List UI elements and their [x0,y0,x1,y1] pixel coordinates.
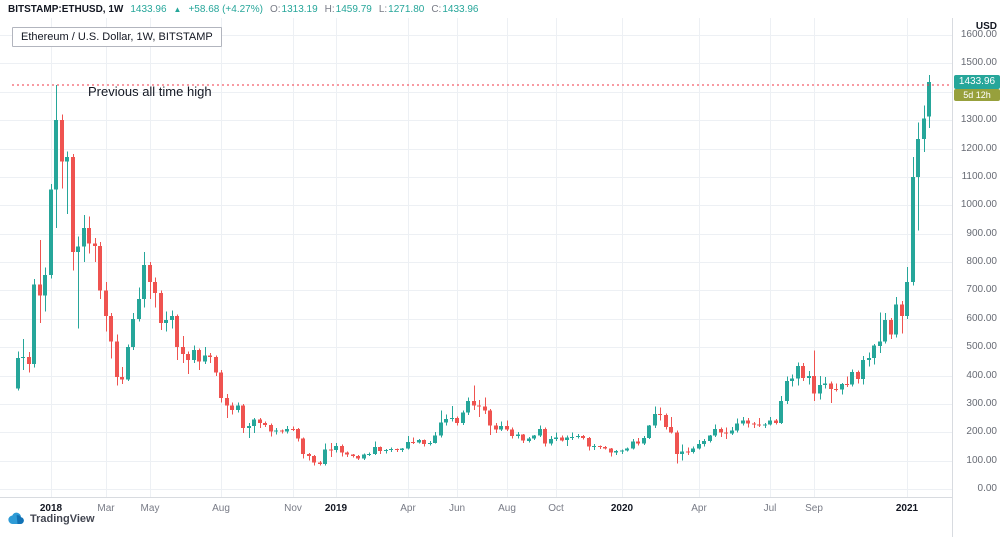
price-tick: 400.00 [966,369,997,381]
time-tick: Oct [548,503,564,514]
price-tick: 1300.00 [960,114,997,126]
price-tick: 1600.00 [960,29,997,41]
price-tick: 600.00 [966,312,997,324]
time-tick: Aug [212,503,230,514]
price-tick: 1500.00 [960,57,997,69]
symbol-name[interactable]: BITSTAMP:ETHUSD, 1W [8,3,124,15]
price-tick: 100.00 [966,454,997,466]
price-tick: 200.00 [966,426,997,438]
legend-title: Ethereum / U.S. Dollar, 1W, BITSTAMP [21,31,213,43]
time-tick: May [140,503,160,514]
cloud-logo-icon [8,512,24,525]
candles[interactable] [16,74,931,466]
symbol-info-bar: BITSTAMP:ETHUSD, 1W 1433.96 ▲ +58.68 (+4… [0,0,1000,18]
price-tick: 1000.00 [960,199,997,211]
price-tick: 700.00 [966,284,997,296]
time-tick: Aug [498,503,516,514]
tradingview-logo[interactable]: TradingView [8,512,95,525]
bar-countdown-badge: 5d 12h [954,89,1000,102]
price-tick: 1200.00 [960,142,997,154]
time-tick: Mar [97,503,115,514]
price-tick: 0.00 [977,483,997,494]
logo-text: TradingView [30,512,95,525]
time-tick: Nov [284,503,302,514]
time-tick: Apr [400,503,416,514]
time-tick: 2021 [895,503,919,514]
price-change: +58.68 (+4.27%) [188,3,263,15]
open-value: O: 1313.19 [269,3,318,15]
price-tick: 300.00 [966,397,997,409]
last-price-badge: 1433.96 [954,75,1000,90]
time-axis[interactable]: 2018 Mar May Aug Nov 2019 Apr Jun Aug Oct 2020 Apr J… [0,497,952,537]
chart-legend[interactable]: Ethereum / U.S. Dollar, 1W, BITSTAMP [12,27,222,47]
price-tick: 500.00 [966,341,997,353]
time-tick: Jul [763,503,777,514]
price-axis[interactable]: USD 1433.96 5d 12h 1600.001500.001400.00… [952,18,1000,537]
time-tick: 2020 [610,503,634,514]
time-tick: Apr [691,503,707,514]
price-tick: 1100.00 [961,170,997,182]
price-tick: 800.00 [966,256,997,268]
price-tick: 900.00 [966,227,997,239]
time-tick: Sep [805,503,823,514]
low-value: L: 1271.80 [378,3,425,15]
last-price: 1433.96 [130,3,167,15]
time-tick: 2019 [324,503,348,514]
high-value: H: 1459.79 [324,3,372,15]
time-tick: 2018 [39,503,63,514]
close-value: C: 1433.96 [431,3,479,15]
ath-annotation[interactable]: Previous all time high [88,84,212,99]
currency-label: USD [975,21,997,32]
up-arrow-icon: ▲ [173,4,182,14]
time-tick: Jun [448,503,466,514]
